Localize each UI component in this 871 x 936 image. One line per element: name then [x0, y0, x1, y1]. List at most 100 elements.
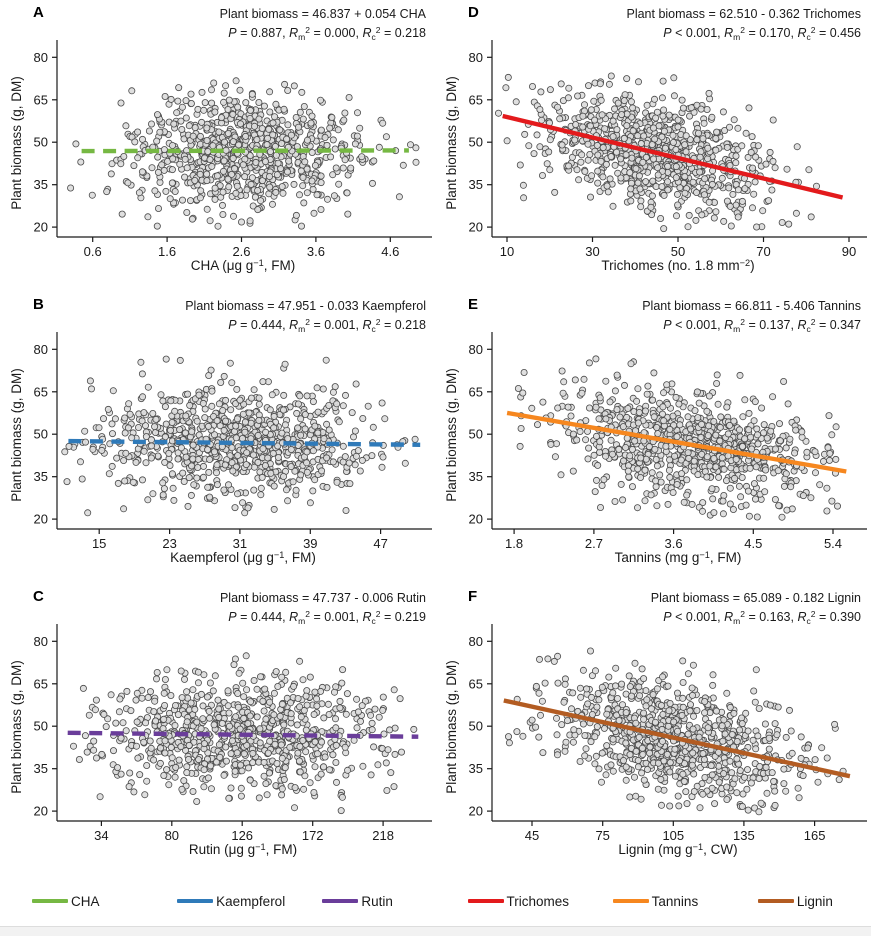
panel-letter: C	[33, 588, 44, 605]
regression-equation: Plant biomass = 66.811 - 5.406 Tannins	[642, 299, 861, 313]
svg-text:65: 65	[34, 384, 48, 399]
panel-letter: F	[468, 588, 478, 605]
panel-f-lignin: F Plant biomass = 65.089 - 0.182 Lignin …	[435, 584, 870, 876]
legend-label: Lignin	[796, 893, 833, 909]
legend-label: Tannins	[651, 893, 699, 909]
legend-label: Kaempferol	[216, 893, 286, 909]
svg-text:75: 75	[595, 828, 609, 843]
svg-text:218: 218	[372, 828, 394, 843]
kaempferol-line-swatch	[177, 898, 214, 904]
svg-text:126: 126	[231, 828, 253, 843]
svg-text:31: 31	[233, 536, 247, 551]
svg-text:39: 39	[303, 536, 317, 551]
regression-stats: P = 0.887, Rm2 = 0.000, Rc2 = 0.218	[228, 25, 426, 42]
svg-text:20: 20	[469, 220, 483, 235]
svg-text:80: 80	[165, 828, 179, 843]
svg-text:5.4: 5.4	[824, 536, 842, 551]
svg-text:80: 80	[469, 634, 483, 649]
regression-stats: P = 0.444, Rm2 = 0.001, Rc2 = 0.219	[228, 609, 426, 626]
x-axis-label: CHA (μg g−1, FM)	[190, 258, 296, 274]
svg-text:20: 20	[34, 220, 48, 235]
svg-text:34: 34	[94, 828, 108, 843]
panel-a-cha: A Plant biomass = 46.837 + 0.054 CHA P =…	[0, 0, 435, 292]
figure-legend: CHA Kaempferol Rutin Trichomes Tannins L…	[0, 876, 871, 926]
regression-stats: P = 0.444, Rm2 = 0.001, Rc2 = 0.218	[228, 317, 426, 334]
x-axis-label: Lignin (mg g−1, CW)	[618, 842, 738, 858]
legend-item-trichomes: Trichomes	[436, 894, 581, 909]
svg-text:65: 65	[469, 92, 483, 107]
bottom-strip	[0, 926, 871, 936]
svg-text:50: 50	[671, 244, 685, 259]
svg-text:2.6: 2.6	[232, 244, 250, 259]
svg-text:47: 47	[373, 536, 387, 551]
svg-text:50: 50	[34, 427, 48, 442]
svg-text:70: 70	[756, 244, 770, 259]
svg-text:30: 30	[585, 244, 599, 259]
svg-text:50: 50	[34, 719, 48, 734]
x-axis-label: Tannins (mg g−1, FM)	[614, 550, 742, 566]
x-axis-label: Rutin (μg g−1, FM)	[188, 842, 298, 858]
svg-text:35: 35	[34, 469, 48, 484]
panel-c-rutin: C Plant biomass = 47.737 - 0.006 Rutin P…	[0, 584, 435, 876]
svg-text:0.6: 0.6	[84, 244, 102, 259]
svg-text:3.6: 3.6	[665, 536, 683, 551]
svg-text:50: 50	[469, 135, 483, 150]
scatter-plot-d: 10 30 50 70 90 20 35 50 65 80	[469, 40, 867, 259]
svg-text:1.6: 1.6	[158, 244, 176, 259]
svg-text:45: 45	[525, 828, 539, 843]
svg-text:20: 20	[34, 804, 48, 819]
svg-text:35: 35	[469, 177, 483, 192]
svg-text:90: 90	[842, 244, 856, 259]
legend-label: Trichomes	[506, 893, 570, 909]
panel-letter: B	[33, 296, 44, 313]
legend-item-kaempferol: Kaempferol	[145, 894, 290, 909]
scatter-plot-b: 15 23 31 39 47 20 35 50 65 80	[34, 332, 432, 551]
svg-text:65: 65	[34, 92, 48, 107]
svg-text:105: 105	[662, 828, 684, 843]
panel-letter: D	[468, 4, 479, 21]
legend-item-rutin: Rutin	[290, 894, 435, 909]
svg-text:23: 23	[162, 536, 176, 551]
panel-letter: E	[468, 296, 479, 313]
svg-text:80: 80	[34, 634, 48, 649]
legend-item-tannins: Tannins	[581, 894, 726, 909]
svg-text:4.6: 4.6	[381, 244, 399, 259]
svg-text:50: 50	[469, 719, 483, 734]
regression-equation: Plant biomass = 65.089 - 0.182 Lignin	[650, 591, 861, 605]
svg-text:1.8: 1.8	[505, 536, 523, 551]
svg-text:165: 165	[804, 828, 826, 843]
cha-line-swatch	[32, 898, 68, 904]
regression-equation: Plant biomass = 62.510 - 0.362 Trichomes	[626, 7, 861, 21]
regression-equation: Plant biomass = 46.837 + 0.054 CHA	[219, 7, 426, 21]
regression-equation: Plant biomass = 47.951 - 0.033 Kaempfero…	[185, 299, 426, 313]
svg-text:15: 15	[92, 536, 106, 551]
panel-letter: A	[33, 4, 44, 21]
svg-text:2.7: 2.7	[585, 536, 603, 551]
scatter-plot-a: 0.6 1.6 2.6 3.6 4.6 20 35 50 65 80	[34, 40, 432, 259]
svg-text:172: 172	[302, 828, 324, 843]
svg-text:80: 80	[34, 50, 48, 65]
legend-label: Rutin	[361, 893, 393, 909]
scatter-figure: A Plant biomass = 46.837 + 0.054 CHA P =…	[0, 0, 870, 876]
regression-equation: Plant biomass = 47.737 - 0.006 Rutin	[219, 591, 426, 605]
regression-stats: P < 0.001, Rm2 = 0.170, Rc2 = 0.456	[663, 25, 861, 42]
svg-text:4.5: 4.5	[744, 536, 762, 551]
svg-text:20: 20	[469, 804, 483, 819]
scatter-plot-e: 1.8 2.7 3.6 4.5 5.4 20 35 50 65 80	[469, 332, 867, 551]
svg-text:80: 80	[469, 342, 483, 357]
lignin-line-swatch	[757, 898, 794, 904]
rutin-line-swatch	[322, 898, 359, 904]
regression-stats: P < 0.001, Rm2 = 0.163, Rc2 = 0.390	[663, 609, 861, 626]
panel-b-kaempferol: B Plant biomass = 47.951 - 0.033 Kaempfe…	[0, 292, 435, 584]
panel-d-trichomes: D Plant biomass = 62.510 - 0.362 Trichom…	[435, 0, 870, 292]
tannins-line-swatch	[612, 898, 649, 904]
svg-text:20: 20	[469, 512, 483, 527]
regression-stats: P < 0.001, Rm2 = 0.137, Rc2 = 0.347	[663, 317, 861, 334]
scatter-plot-f: 45 75 105 135 165 20 35 50 65 80	[469, 624, 867, 843]
trichomes-line-swatch	[467, 898, 504, 904]
svg-text:35: 35	[469, 469, 483, 484]
x-axis-label: Trichomes (no. 1.8 mm−2)	[601, 258, 755, 274]
svg-text:35: 35	[34, 761, 48, 776]
svg-text:35: 35	[34, 177, 48, 192]
scatter-plot-c: 34 80 126 172 218 20 35 50 65 80	[34, 624, 432, 843]
